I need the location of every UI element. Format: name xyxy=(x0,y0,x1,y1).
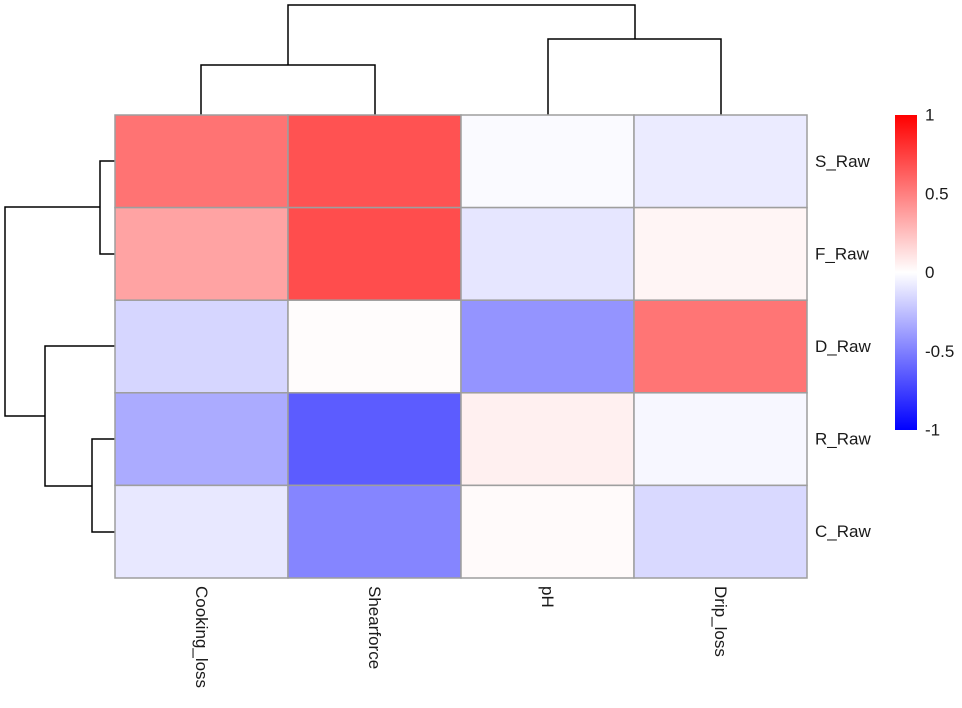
heatmap-cell xyxy=(633,392,808,487)
legend-tick-label: 1 xyxy=(925,106,934,125)
heatmap-cell xyxy=(460,484,635,579)
column-dendrogram xyxy=(200,4,722,115)
row-label: F_Raw xyxy=(815,244,870,263)
heatmap-cell xyxy=(633,114,808,209)
column-label: pH xyxy=(538,586,557,608)
heatmap-cell xyxy=(287,206,462,301)
column-label: Shearforce xyxy=(365,586,384,669)
column-label: Cooking_loss xyxy=(192,586,211,688)
row-label: D_Raw xyxy=(815,337,871,356)
heatmap-cell xyxy=(114,114,289,209)
heatmap-cell xyxy=(460,299,635,394)
row-label: C_Raw xyxy=(815,522,871,541)
row-labels: S_Raw F_Raw D_Raw R_Raw C_Raw xyxy=(815,152,871,541)
column-label: Drip_loss xyxy=(711,586,730,657)
heatmap-cell xyxy=(114,392,289,487)
heatmap-cell xyxy=(114,206,289,301)
heatmap-cell xyxy=(460,206,635,301)
heatmap-cell xyxy=(114,299,289,394)
legend-tick-label: 0.5 xyxy=(925,184,949,203)
column-dendrogram-branch xyxy=(200,64,376,115)
legend-tick-label: -0.5 xyxy=(925,342,954,361)
legend-color-bar xyxy=(895,115,917,430)
column-labels: Cooking_loss Shearforce pH Drip_loss xyxy=(192,586,730,688)
column-dendrogram-branch xyxy=(287,4,636,65)
heatmap-cell xyxy=(287,299,462,394)
color-legend: 1 0.5 0 -0.5 -1 xyxy=(895,106,954,440)
heatmap-cell xyxy=(287,484,462,579)
row-dendrogram-branch xyxy=(4,206,100,417)
heatmap-cell xyxy=(114,484,289,579)
row-dendrogram-branch xyxy=(44,345,115,487)
heatmap-cell xyxy=(633,484,808,579)
heatmap-cell xyxy=(633,299,808,394)
row-label: S_Raw xyxy=(815,152,871,171)
row-dendrogram-branch xyxy=(91,438,115,533)
heatmap-cell xyxy=(460,392,635,487)
row-dendrogram-branch xyxy=(99,160,115,255)
heatmap-cell xyxy=(287,114,462,209)
legend-tick-label: 0 xyxy=(925,263,934,282)
legend-tick-label: -1 xyxy=(925,421,940,440)
row-dendrogram xyxy=(4,160,115,533)
row-label: R_Raw xyxy=(815,430,871,449)
heatmap-cell xyxy=(633,206,808,301)
heatmap-cell xyxy=(460,114,635,209)
column-dendrogram-branch xyxy=(547,38,722,115)
heatmap-cells xyxy=(114,114,808,579)
heatmap-cell xyxy=(287,392,462,487)
